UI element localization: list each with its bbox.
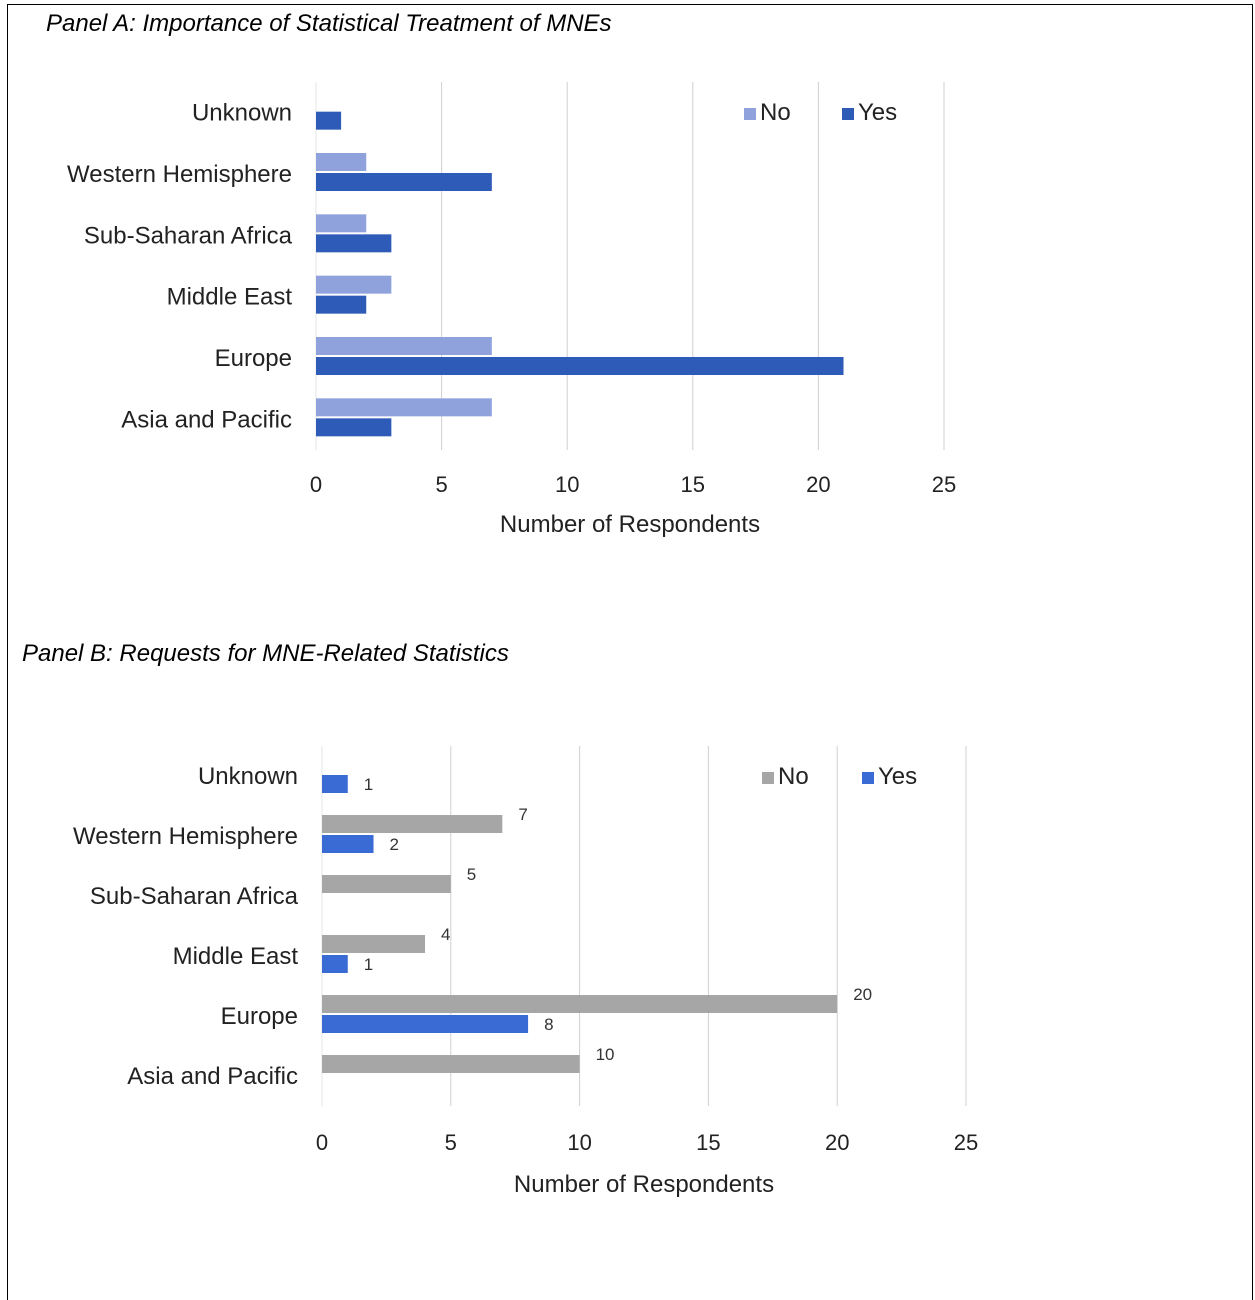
data-label-yes-middle-east: 1 [364, 955, 373, 974]
legend-swatch-yes [862, 772, 874, 784]
panel-b-title: Panel B: Requests for MNE-Related Statis… [22, 640, 509, 667]
bar-yes-unknown [316, 111, 342, 130]
bar-no-europe [322, 995, 838, 1013]
bar-yes-middle-east [322, 955, 348, 973]
category-label-europe: Europe [221, 1003, 298, 1030]
data-label-yes-unknown: 1 [364, 775, 373, 794]
data-label-yes-europe: 8 [544, 1015, 553, 1034]
x-tick-label: 25 [932, 472, 956, 497]
legend-label-no: No [760, 99, 791, 126]
category-label-middle-east: Middle East [167, 284, 293, 311]
legend-swatch-no [744, 108, 756, 120]
legend-swatch-no [762, 772, 774, 784]
bar-no-asia-and-pacific [322, 1055, 580, 1073]
bar-no-asia-and-pacific [316, 398, 492, 417]
bar-yes-europe [316, 357, 844, 375]
bar-no-sub-saharan-africa [316, 214, 367, 233]
data-label-no-asia-and-pacific: 10 [596, 1045, 615, 1064]
figure-frame [7, 4, 1253, 1300]
bar-yes-asia-and-pacific [316, 418, 392, 437]
bar-no-western-hemisphere [322, 815, 503, 833]
category-label-middle-east: Middle East [173, 943, 299, 970]
bar-yes-western-hemisphere [316, 173, 492, 191]
x-tick-label: 0 [316, 1130, 328, 1155]
x-axis-title: Number of Respondents [514, 1171, 774, 1198]
bar-yes-europe [322, 1015, 529, 1033]
x-tick-label: 15 [696, 1130, 720, 1155]
data-label-no-western-hemisphere: 7 [518, 805, 527, 824]
category-label-sub-saharan-africa: Sub-Saharan Africa [90, 883, 299, 910]
legend-label-no: No [778, 763, 809, 790]
panel-a-chart: 0 5 10 15 20 25 Asia and Pacific Europe Middle E… [67, 82, 956, 538]
x-tick-label: 20 [825, 1130, 849, 1155]
category-label-unknown: Unknown [198, 763, 298, 790]
bar-yes-sub-saharan-africa [316, 234, 392, 253]
x-tick-label: 20 [806, 472, 830, 497]
data-label-no-europe: 20 [853, 985, 872, 1004]
x-tick-label: 5 [445, 1130, 457, 1155]
category-label-europe: Europe [215, 345, 292, 372]
x-tick-label: 5 [435, 472, 447, 497]
legend-label-yes: Yes [878, 763, 917, 790]
bar-no-sub-saharan-africa [322, 875, 451, 893]
x-tick-label: 10 [555, 472, 579, 497]
x-axis-title: Number of Respondents [500, 511, 760, 538]
data-label-yes-western-hemisphere: 2 [390, 835, 399, 854]
bar-no-western-hemisphere [316, 153, 367, 171]
bar-no-middle-east [316, 275, 392, 294]
legend-swatch-yes [842, 108, 854, 120]
category-label-asia-and-pacific: Asia and Pacific [127, 1063, 298, 1090]
bar-yes-unknown [322, 775, 348, 793]
bar-no-europe [316, 337, 492, 355]
bar-yes-middle-east [316, 295, 367, 314]
x-tick-label: 10 [567, 1130, 591, 1155]
data-label-no-sub-saharan-africa: 5 [467, 865, 476, 884]
category-label-unknown: Unknown [192, 100, 292, 127]
category-label-western-hemisphere: Western Hemisphere [73, 823, 298, 850]
bar-yes-western-hemisphere [322, 835, 374, 853]
category-label-asia-and-pacific: Asia and Pacific [121, 406, 292, 433]
data-label-no-middle-east: 4 [441, 925, 450, 944]
legend-label-yes: Yes [858, 99, 897, 126]
x-tick-label: 25 [954, 1130, 978, 1155]
category-label-sub-saharan-africa: Sub-Saharan Africa [84, 222, 293, 249]
panel-a-title: Panel A: Importance of Statistical Treat… [46, 10, 612, 37]
x-tick-label: 15 [681, 472, 705, 497]
x-tick-label: 0 [310, 472, 322, 497]
category-label-western-hemisphere: Western Hemisphere [67, 161, 292, 188]
bar-no-middle-east [322, 935, 426, 953]
